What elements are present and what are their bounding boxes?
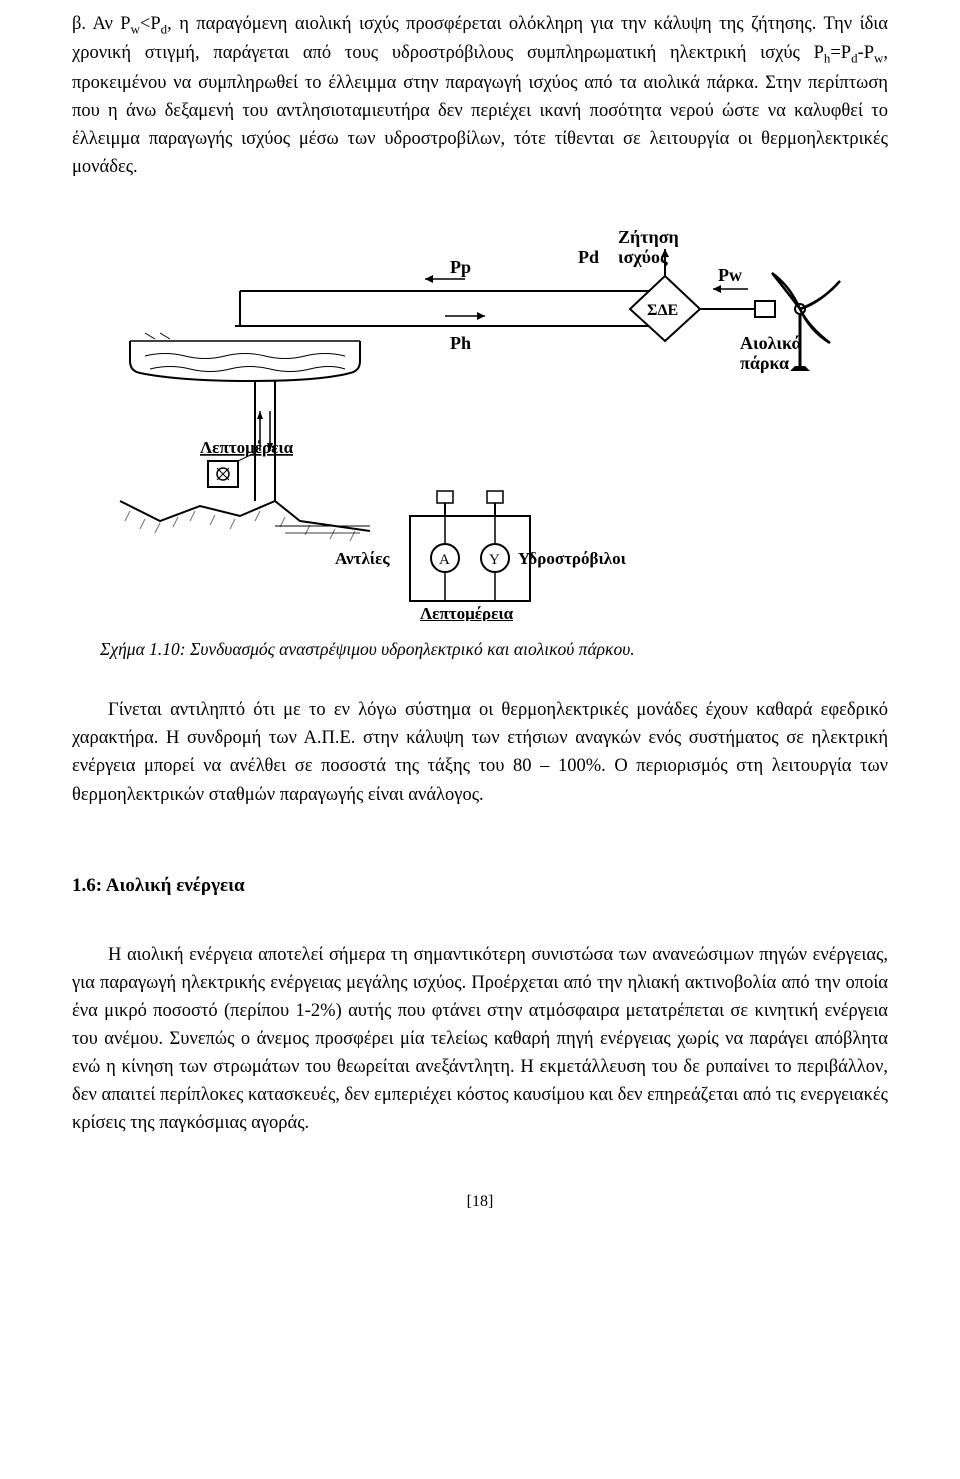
paragraph-1: β. Αν Pw<Pd, η παραγόμενη αιολική ισχύς … (72, 10, 888, 181)
detail-box-upper (208, 461, 238, 487)
leptomeria-label-1: Λεπτομέρεια (200, 438, 294, 457)
pump-turbine-unit: Α Υ (410, 491, 530, 601)
section-heading-1-6: 1.6: Αιολική ενέργεια (72, 875, 888, 897)
zitisi-label: Ζήτηση (618, 227, 679, 247)
p1-rest1: , η παραγόμενη αιολική ισχύς προσφέρεται… (72, 14, 888, 63)
p1-mid2: =P (830, 43, 851, 63)
p1-sub5: w (874, 51, 883, 66)
ydrostrobiloi-label: Υδροστρόβιλοι (518, 549, 627, 568)
antlies-label: Αντλίες (335, 549, 390, 568)
paragraph-3: Η αιολική ενέργεια αποτελεί σήμερα τη ση… (72, 941, 888, 1138)
upper-reservoir-icon (130, 333, 360, 381)
p1-prefix: β. Αν P (72, 14, 131, 34)
pp-label: Pp (450, 257, 471, 277)
page-number: [18] (72, 1193, 888, 1211)
figure-1-10: Pp Ph Pd Ζήτηση ισχύος ΣΔΕ Pw (100, 221, 860, 660)
isxyos-label: ισχύος (618, 247, 668, 267)
paragraph-2: Γίνεται αντιληπτό ότι με το εν λόγω σύστ… (72, 696, 888, 808)
p1-rest2: , προκειμένου να συμπληρωθεί το έλλειμμα… (72, 43, 888, 177)
p1-mid1: <P (140, 14, 161, 34)
leptomeria-label-2: Λεπτομέρεια (420, 604, 514, 621)
p1-sub1: w (131, 22, 140, 37)
ph-label: Ph (450, 333, 471, 353)
a-label: Α (439, 552, 450, 568)
sde-node: ΣΔΕ (630, 276, 700, 341)
aiolika-label: Αιολικά (740, 333, 802, 353)
sde-label: ΣΔΕ (647, 302, 678, 319)
figure-diagram: Pp Ph Pd Ζήτηση ισχύος ΣΔΕ Pw (100, 221, 860, 621)
pw-label: Pw (718, 265, 742, 285)
figure-caption: Σχήμα 1.10: Συνδυασμός αναστρέψιμου υδρο… (100, 639, 860, 660)
pd-label: Pd (578, 247, 599, 267)
terrain-icon (120, 501, 370, 541)
y-label: Υ (489, 552, 500, 568)
parka-label: πάρκα (740, 353, 789, 373)
p1-mid3: -P (858, 43, 874, 63)
